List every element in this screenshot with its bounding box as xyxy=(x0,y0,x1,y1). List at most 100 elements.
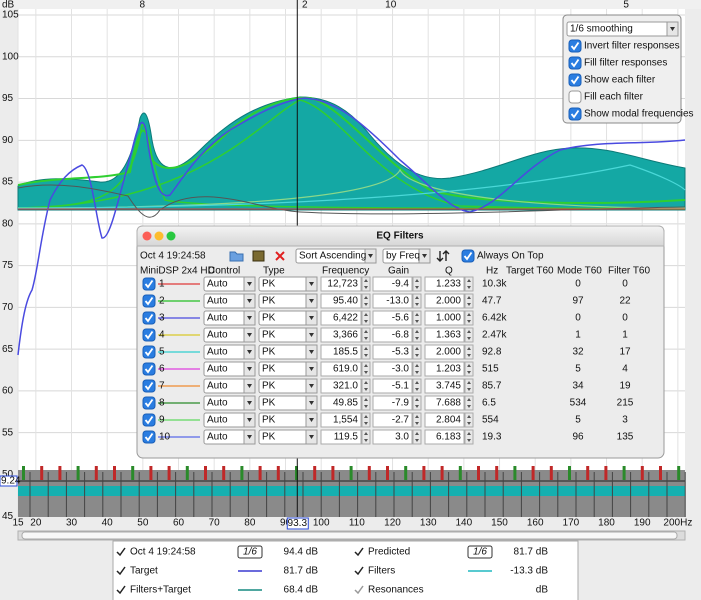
hz-value: 10.3k xyxy=(482,279,507,290)
spinner-arrows xyxy=(364,381,368,391)
delete-icon[interactable] xyxy=(275,251,285,261)
filter-number: 4 xyxy=(159,330,165,341)
option-checkbox[interactable] xyxy=(568,90,582,104)
filter-number: 3 xyxy=(159,313,165,324)
q-field[interactable] xyxy=(424,378,465,394)
spinner[interactable] xyxy=(361,327,371,343)
hz-value: 47.7 xyxy=(482,296,502,307)
legend-name[interactable]: Filters xyxy=(368,566,395,577)
spinner[interactable] xyxy=(412,310,422,326)
x-tick-label: 110 xyxy=(349,518,365,529)
legend-check[interactable] xyxy=(116,566,126,576)
spinner[interactable] xyxy=(361,276,371,292)
q-field[interactable] xyxy=(424,310,465,326)
frequency-field[interactable] xyxy=(320,344,362,360)
legend-check[interactable] xyxy=(354,566,364,576)
gain-field[interactable] xyxy=(372,361,413,377)
q-field[interactable] xyxy=(424,429,465,445)
window-button[interactable] xyxy=(166,231,176,241)
spinner[interactable] xyxy=(464,310,474,326)
mode-marker xyxy=(604,466,608,480)
spinner[interactable] xyxy=(361,378,371,394)
q-field[interactable] xyxy=(424,395,465,411)
spinner[interactable] xyxy=(361,293,371,309)
legend-check[interactable] xyxy=(116,547,126,557)
spinner[interactable] xyxy=(464,344,474,360)
q-field[interactable] xyxy=(424,361,465,377)
frequency-field[interactable] xyxy=(320,327,362,343)
spinner[interactable] xyxy=(412,429,422,445)
gain-field[interactable] xyxy=(372,395,413,411)
legend-name[interactable]: Target xyxy=(130,566,158,577)
gain-field[interactable] xyxy=(372,293,413,309)
mode-marker xyxy=(222,466,226,480)
spinner[interactable] xyxy=(464,361,474,377)
legend-check[interactable] xyxy=(354,547,364,557)
frequency-field[interactable] xyxy=(320,429,362,445)
smoothing-box[interactable] xyxy=(467,545,493,559)
spinner[interactable] xyxy=(464,429,474,445)
x-tick-label: 30 xyxy=(66,518,78,529)
gain-field[interactable] xyxy=(372,310,413,326)
import-icon[interactable] xyxy=(252,250,265,262)
frequency-field[interactable] xyxy=(320,276,362,292)
spinner[interactable] xyxy=(361,310,371,326)
q-field[interactable] xyxy=(424,276,465,292)
spinner[interactable] xyxy=(412,412,422,428)
spinner[interactable] xyxy=(412,344,422,360)
filter-number: 10 xyxy=(159,432,171,443)
q-field[interactable] xyxy=(424,293,465,309)
frequency-field[interactable] xyxy=(320,412,362,428)
spinner[interactable] xyxy=(464,293,474,309)
q-field[interactable] xyxy=(424,327,465,343)
gain-field[interactable] xyxy=(372,412,413,428)
q-field[interactable] xyxy=(424,344,465,360)
spinner[interactable] xyxy=(412,378,422,394)
window-button[interactable] xyxy=(142,231,152,241)
spinner[interactable] xyxy=(361,395,371,411)
spinner[interactable] xyxy=(464,412,474,428)
arrow-icon xyxy=(309,367,314,371)
spinner[interactable] xyxy=(412,293,422,309)
mode-marker xyxy=(22,466,25,480)
spinner[interactable] xyxy=(412,327,422,343)
mode-t60: 5 xyxy=(575,415,581,426)
gain-field-text: -2.7 xyxy=(392,415,410,426)
spinner[interactable] xyxy=(361,412,371,428)
spinner[interactable] xyxy=(464,327,474,343)
q-field[interactable] xyxy=(424,412,465,428)
frequency-field[interactable] xyxy=(320,293,362,309)
legend-name[interactable]: Predicted xyxy=(368,547,410,558)
frequency-field[interactable] xyxy=(320,395,362,411)
legend-check[interactable] xyxy=(116,585,126,595)
gain-field[interactable] xyxy=(372,276,413,292)
gain-field[interactable] xyxy=(372,378,413,394)
spinner[interactable] xyxy=(412,395,422,411)
spinner[interactable] xyxy=(412,276,422,292)
gain-field[interactable] xyxy=(372,429,413,445)
frequency-field[interactable] xyxy=(320,361,362,377)
scroll-thumb[interactable] xyxy=(21,531,678,540)
check-mark xyxy=(144,330,154,340)
legend-name[interactable]: Resonances xyxy=(368,585,424,596)
legend-name[interactable]: Filters+Target xyxy=(130,585,191,596)
window-button[interactable] xyxy=(154,231,164,241)
spinner[interactable] xyxy=(361,361,371,377)
spinner[interactable] xyxy=(361,429,371,445)
frequency-field[interactable] xyxy=(320,378,362,394)
spinner[interactable] xyxy=(464,378,474,394)
smoothing-box[interactable] xyxy=(237,545,263,559)
gain-field[interactable] xyxy=(372,344,413,360)
legend-check[interactable] xyxy=(354,585,364,595)
y-tick-label: 65 xyxy=(2,344,14,355)
folder-icon[interactable] xyxy=(229,251,244,262)
sort-icon[interactable] xyxy=(436,250,450,262)
spinner[interactable] xyxy=(412,361,422,377)
spinner[interactable] xyxy=(361,344,371,360)
gain-field[interactable] xyxy=(372,327,413,343)
frequency-field[interactable] xyxy=(320,310,362,326)
legend-name[interactable]: Oct 4 19:24:58 xyxy=(130,547,196,558)
spinner[interactable] xyxy=(464,276,474,292)
spinner[interactable] xyxy=(464,395,474,411)
